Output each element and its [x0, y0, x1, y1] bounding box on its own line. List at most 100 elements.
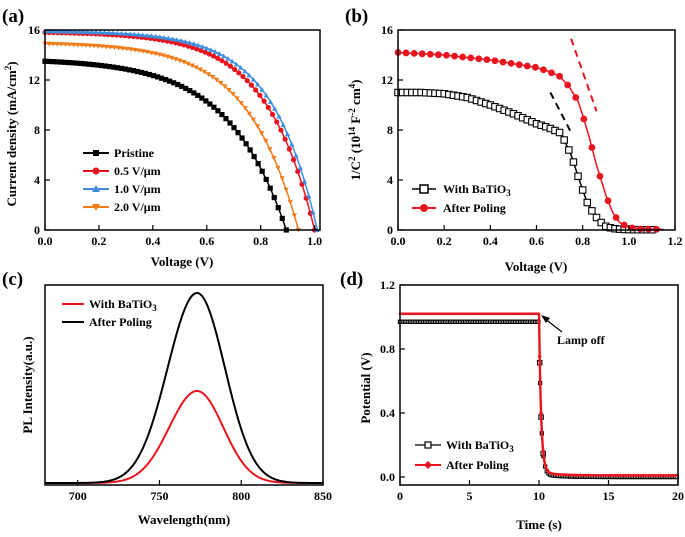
data-point — [610, 473, 614, 477]
data-point — [538, 376, 542, 380]
data-point — [670, 473, 674, 477]
data-point — [466, 312, 470, 316]
panel-c-label: (c) — [2, 269, 23, 290]
data-point — [255, 81, 261, 87]
data-point — [593, 473, 597, 477]
data-point — [565, 473, 569, 477]
data-point — [572, 94, 580, 101]
data-point — [483, 56, 491, 64]
data-point — [146, 71, 153, 78]
data-point — [418, 312, 422, 316]
data-point — [246, 72, 252, 78]
data-point — [523, 62, 531, 70]
data-point — [301, 178, 308, 184]
legend-item-with-batio3: With BaTiO3 — [415, 438, 514, 454]
data-point — [206, 51, 212, 57]
y-tick-label: 16 — [381, 23, 393, 37]
data-point — [600, 473, 604, 477]
data-point — [663, 473, 667, 477]
data-point — [197, 67, 203, 73]
data-point — [201, 69, 208, 75]
panel-a-legend: Pristine 0.5 V/μm 1.0 V/μm 2.0 V/μm — [83, 146, 161, 214]
panel-b-xlabel: Voltage (V) — [505, 259, 568, 274]
legend-item-0.5: 0.5 V/μm — [83, 164, 161, 178]
data-point — [278, 127, 284, 133]
data-point — [62, 42, 69, 47]
data-point — [580, 115, 588, 123]
data-point — [556, 72, 563, 80]
y-tick-label: 8 — [34, 123, 40, 137]
data-point — [289, 141, 295, 147]
data-point — [79, 43, 85, 48]
data-point — [402, 49, 410, 57]
data-point — [465, 312, 469, 316]
data-point — [163, 77, 169, 83]
svg-text:After Poling: After Poling — [443, 201, 506, 215]
data-point — [229, 58, 235, 64]
data-point — [171, 80, 177, 86]
data-point — [211, 104, 217, 110]
data-point — [91, 43, 97, 49]
data-point — [636, 473, 641, 477]
data-point — [272, 106, 278, 111]
data-point — [531, 312, 536, 316]
data-point — [275, 165, 281, 171]
data-point — [628, 473, 632, 477]
data-point — [174, 37, 180, 42]
data-point — [58, 59, 64, 65]
data-point — [82, 61, 88, 67]
lamp-off-annotation: Lamp off — [541, 315, 606, 347]
data-point — [263, 176, 269, 183]
data-point — [655, 473, 659, 477]
data-point — [445, 312, 449, 316]
data-point — [621, 473, 626, 477]
data-point — [106, 63, 112, 70]
data-point — [551, 472, 556, 476]
data-point — [400, 312, 404, 316]
data-point — [507, 59, 515, 67]
y-tick-label: 8 — [387, 123, 393, 137]
data-point — [426, 50, 434, 58]
data-point — [271, 194, 277, 201]
data-point — [636, 225, 644, 233]
data-point — [231, 125, 237, 131]
data-point — [76, 29, 82, 34]
svg-text:0.5 V/μm: 0.5 V/μm — [114, 164, 161, 178]
data-point — [189, 63, 195, 69]
data-point — [74, 60, 80, 66]
data-point — [665, 473, 669, 477]
data-point — [630, 473, 634, 477]
data-point — [122, 66, 129, 72]
data-point — [110, 30, 116, 36]
svg-text:Lamp off: Lamp off — [557, 333, 606, 347]
svg-text:After Poling: After Poling — [446, 458, 509, 472]
data-point — [136, 32, 142, 37]
x-tick-label: 1.2 — [668, 234, 683, 248]
data-point — [578, 186, 587, 194]
data-point — [118, 30, 125, 36]
data-point — [623, 473, 627, 477]
data-point — [297, 165, 303, 170]
data-point — [161, 34, 167, 40]
data-point — [631, 473, 636, 477]
legend-item-1.0: 1.0 V/μm — [83, 182, 161, 196]
data-point — [413, 312, 417, 316]
data-point — [604, 197, 612, 205]
data-point — [62, 59, 68, 65]
data-point — [181, 60, 187, 65]
legend-item-after-poling: After Poling — [412, 201, 506, 215]
fit-dashed-line — [570, 38, 598, 112]
data-point — [136, 48, 142, 54]
data-point — [177, 58, 183, 64]
data-point — [131, 31, 137, 37]
data-point — [553, 472, 557, 476]
data-point — [275, 205, 281, 211]
data-point — [588, 473, 592, 477]
data-point — [495, 312, 499, 316]
data-point — [625, 473, 629, 477]
data-point — [66, 59, 72, 66]
data-point — [525, 312, 529, 316]
data-point — [202, 49, 208, 55]
data-point — [576, 473, 581, 477]
x-tick-label: 5 — [467, 489, 473, 503]
